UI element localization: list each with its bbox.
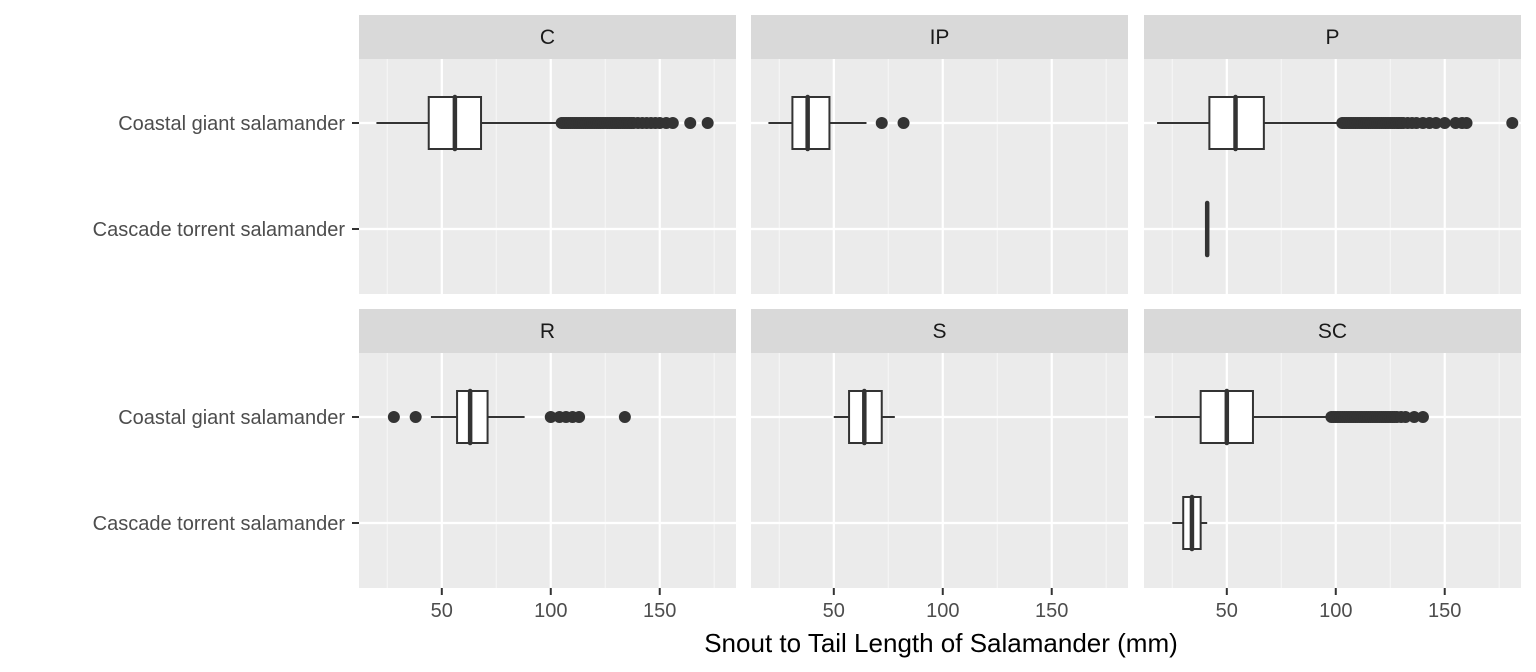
panel-background [751,59,1128,294]
x-axis-tick-label: 50 [823,600,845,622]
facet-s: S 50 100 150 [751,309,1128,622]
outlier-point [387,411,400,423]
x-axis-tick-label: 100 [534,600,567,622]
facet-strip-label: SC [1318,320,1347,343]
x-axis-tick-label: 100 [926,600,959,622]
outlier-point [1506,117,1519,129]
panel-background [751,353,1128,588]
outlier-point [684,117,697,129]
iqr-box [791,96,831,150]
boxplot-cascade-torrent [1172,494,1208,552]
facet-strip [1144,15,1521,59]
facet-r: R Coastal giant salamander Cascade torrent… [93,309,736,622]
outlier-point [1460,117,1473,129]
outlier-point [666,117,679,129]
boxplot-coastal-giant [768,94,910,152]
facet-strip [751,15,1128,59]
boxplot-coastal-giant [387,388,631,446]
outlier-point [573,411,586,423]
facet-strip-label: C [540,26,555,49]
outlier-point [409,411,422,423]
y-axis-category-label: Cascade torrent salamander [93,513,346,535]
facet-p: P [1144,15,1521,294]
facet-c: C Coastal giant salamander Cascade torrent… [93,15,736,294]
outlier-point [1430,117,1443,129]
x-axis-tick-label: 50 [1216,600,1238,622]
x-axis-tick-label: 100 [1319,600,1352,622]
y-axis-category-label: Coastal giant salamander [118,113,345,135]
panel-background [1144,59,1521,294]
outlier-point [875,117,888,129]
facet-strip-label: R [540,320,555,343]
outlier-point [897,117,910,129]
boxplot-coastal-giant [1157,94,1519,152]
facet-strip-label: S [932,320,946,343]
x-axis-tick-label: 150 [1428,600,1461,622]
outlier-point [1399,411,1412,423]
panel-background [1144,353,1521,588]
outlier-point [544,411,557,423]
x-axis-title: Snout to Tail Length of Salamander (mm) [704,628,1178,658]
outlier-point [618,411,631,423]
boxplot-coastal-giant [1154,388,1429,446]
facet-strip-label: IP [930,26,950,49]
y-axis-category-label: Cascade torrent salamander [93,219,346,241]
facet-sc: SC 50 100 150 [1144,309,1521,622]
panel-background [359,353,736,588]
y-axis-category-label: Coastal giant salamander [118,407,345,429]
x-axis-tick-label: 50 [431,600,453,622]
outlier-point [1438,117,1451,129]
facet-strip-label: P [1325,26,1339,49]
x-axis-tick-label: 150 [643,600,676,622]
facet-ip: IP [751,15,1128,294]
facet-strip [1144,309,1521,353]
facet-strip [359,309,736,353]
x-axis-tick-label: 150 [1035,600,1068,622]
facet-strip [751,309,1128,353]
boxplot-coastal-giant [833,388,895,446]
panel-background [359,59,736,294]
outlier-point [701,117,714,129]
outlier-point [1408,411,1421,423]
outlier-point [1416,411,1429,423]
facets-layer: C Coastal giant salamander Cascade torrent… [93,15,1521,622]
facet-strip [359,15,736,59]
boxplot-coastal-giant [376,94,714,152]
